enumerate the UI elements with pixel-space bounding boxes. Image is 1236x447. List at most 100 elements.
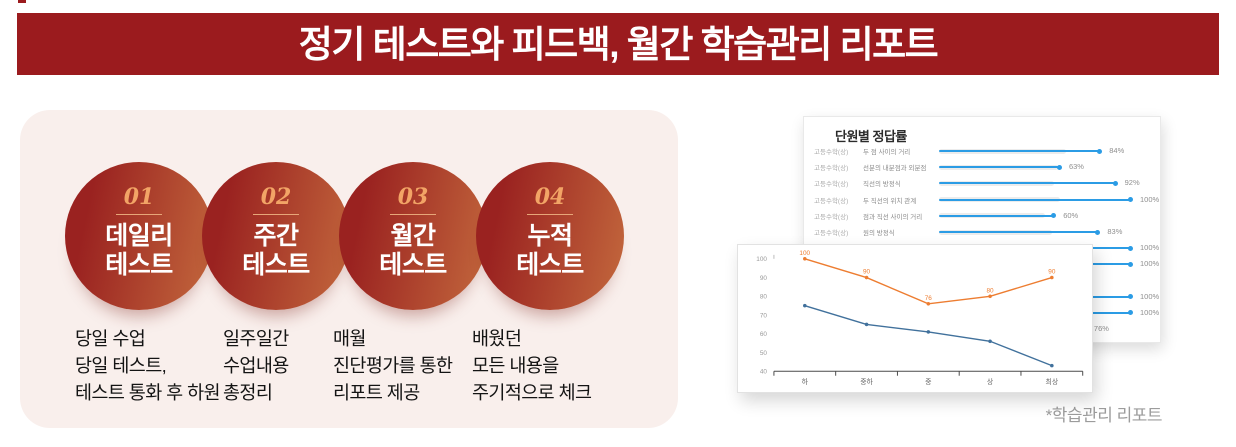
line-chart: 40 50 60 70 80 90 100 하 중하 중 상 최상 100 90 76 80 90	[756, 250, 1084, 386]
x-axis-label: 상	[987, 377, 994, 386]
bar-chart-title: 단원별 정답률	[835, 129, 907, 144]
step-title-line: 월간	[390, 222, 436, 250]
bar-row: 고등수학(상) 직선의 방정식 92%	[804, 175, 1160, 191]
bar-percent-label: 100%	[1140, 307, 1160, 317]
step-title-line: 데일리	[105, 222, 173, 250]
step-description-line: 일주일간	[223, 328, 289, 349]
bar-percent-label: 100%	[1140, 291, 1160, 301]
y-axis-label: 50	[760, 350, 768, 357]
bar-row: 고등수학(상) 두 직선의 위치 관계 100%	[804, 192, 1160, 208]
step-title-line: 테스트	[105, 250, 173, 279]
orange-series-data-label: 80	[987, 287, 995, 294]
bar-value-line	[939, 164, 1062, 170]
x-axis-label: 중하	[860, 377, 873, 386]
step-number: 02	[260, 184, 292, 210]
step-description-line: 당일 테스트,	[75, 355, 167, 377]
blue-series-point	[803, 303, 807, 308]
step-circle-03: 03 월간 테스트	[339, 162, 487, 310]
row-topic-label: 두 점 사이의 거리	[863, 149, 911, 157]
bar-percent-label: 100%	[1140, 194, 1160, 204]
bar-value-line	[939, 197, 1133, 203]
step-description-line: 모든 내용을	[472, 355, 559, 377]
bar-percent-label: 63%	[1068, 162, 1084, 172]
bar-percent-label: 100%	[1140, 259, 1160, 269]
header-banner: 정기 테스트와 피드백, 월간 학습관리 리포트	[17, 13, 1219, 75]
bar-percent-label: 84%	[1109, 146, 1125, 156]
bar-zone: 63%	[939, 162, 1131, 172]
step-number: 01	[123, 184, 155, 210]
step-title-line: 테스트	[242, 250, 310, 279]
level-line-chart-card: 40 50 60 70 80 90 100 하 중하 중 상 최상 100 90 76 80 90	[737, 244, 1093, 393]
bar-zone: 60%	[939, 210, 1131, 220]
bar-zone: 100%	[939, 195, 1159, 204]
row-topic-label: 직선의 방정식	[863, 181, 901, 189]
bar-percent-label: 60%	[1063, 210, 1079, 220]
step-circle-01: 01 데일리 테스트	[65, 162, 213, 310]
bar-row: 고등수학(상) 두 점 사이의 거리 84%	[804, 143, 1160, 159]
step-description-line: 배웠던	[472, 328, 522, 349]
y-axis-label: 90	[760, 275, 768, 282]
bar-value-line	[939, 148, 1103, 154]
y-axis-label: 60	[760, 331, 768, 338]
y-axis-label: 70	[760, 312, 768, 319]
step-divider	[390, 214, 436, 215]
x-axis-label: 최상	[1045, 377, 1058, 386]
step-description-line: 리포트 제공	[333, 382, 420, 404]
row-subject-label: 고등수학(상)	[814, 230, 849, 238]
orange-series-data-label: 90	[863, 269, 871, 276]
bar-value-line	[939, 213, 1057, 219]
orange-series-point	[803, 257, 807, 261]
decorative-corner-sliver	[18, 0, 26, 3]
row-subject-label: 고등수학(상)	[814, 213, 849, 221]
blue-series-point	[926, 330, 931, 334]
y-axis-label: 80	[760, 294, 768, 301]
report-caption: *학습관리 리포트	[1045, 406, 1163, 425]
bar-percent-label: 83%	[1107, 227, 1123, 237]
bar-zone: 83%	[939, 227, 1131, 237]
step-title-line: 주간	[253, 222, 299, 250]
orange-series-data-label: 76	[925, 295, 933, 302]
bar-percent-label: 100%	[1140, 243, 1160, 253]
step-number: 03	[397, 184, 429, 210]
orange-series-point	[926, 302, 931, 306]
step-description-line: 당일 수업	[75, 328, 146, 349]
row-topic-label: 두 직선의 위치 관계	[863, 197, 917, 205]
step-title-line: 누적	[527, 222, 573, 250]
y-axis-label: 100	[756, 256, 767, 263]
x-axis-label: 중	[925, 378, 931, 386]
step-circle-04: 04 누적 테스트	[476, 162, 624, 310]
bar-percent-label: 76%	[1093, 324, 1109, 334]
step-number: 04	[534, 184, 566, 210]
blue-series-point	[864, 322, 869, 327]
orange-series-data-label: 100	[799, 250, 810, 257]
step-divider	[116, 214, 162, 215]
bar-percent-label: 92%	[1124, 178, 1140, 188]
blue-series-point	[988, 339, 992, 344]
step-description-line: 테스트 통화 후 하원	[75, 382, 221, 404]
step-divider	[253, 214, 299, 215]
bar-zone: 92%	[939, 178, 1140, 187]
y-axis-label: 40	[760, 369, 768, 376]
step-description-line: 주기적으로 체크	[472, 382, 592, 404]
blue-series-line	[804, 305, 1053, 367]
row-topic-label: 점과 직선 사이의 거리	[863, 213, 923, 221]
bar-zone: 84%	[939, 146, 1131, 156]
row-subject-label: 고등수학(상)	[814, 149, 849, 157]
step-description-line: 매월	[333, 328, 366, 349]
step-circle-02: 02 주간 테스트	[202, 162, 350, 310]
orange-series-point	[864, 275, 869, 280]
row-topic-label: 원의 방정식	[863, 230, 895, 238]
step-description-line: 수업내용	[223, 355, 289, 377]
step-description-line: 총정리	[223, 382, 273, 404]
bar-row: 고등수학(상) 원의 방정식 83%	[804, 224, 1160, 240]
orange-series-data-label: 90	[1048, 269, 1056, 276]
row-topic-label: 선분의 내분점과 외분점	[863, 165, 927, 173]
test-steps-panel: 01 데일리 테스트 당일 수업 당일 테스트, 테스트 통화 후 하원 02 주간 테스트 일주…	[20, 110, 678, 428]
step-description-line: 진단평가를 통한	[333, 355, 453, 377]
row-subject-label: 고등수학(상)	[814, 165, 849, 173]
